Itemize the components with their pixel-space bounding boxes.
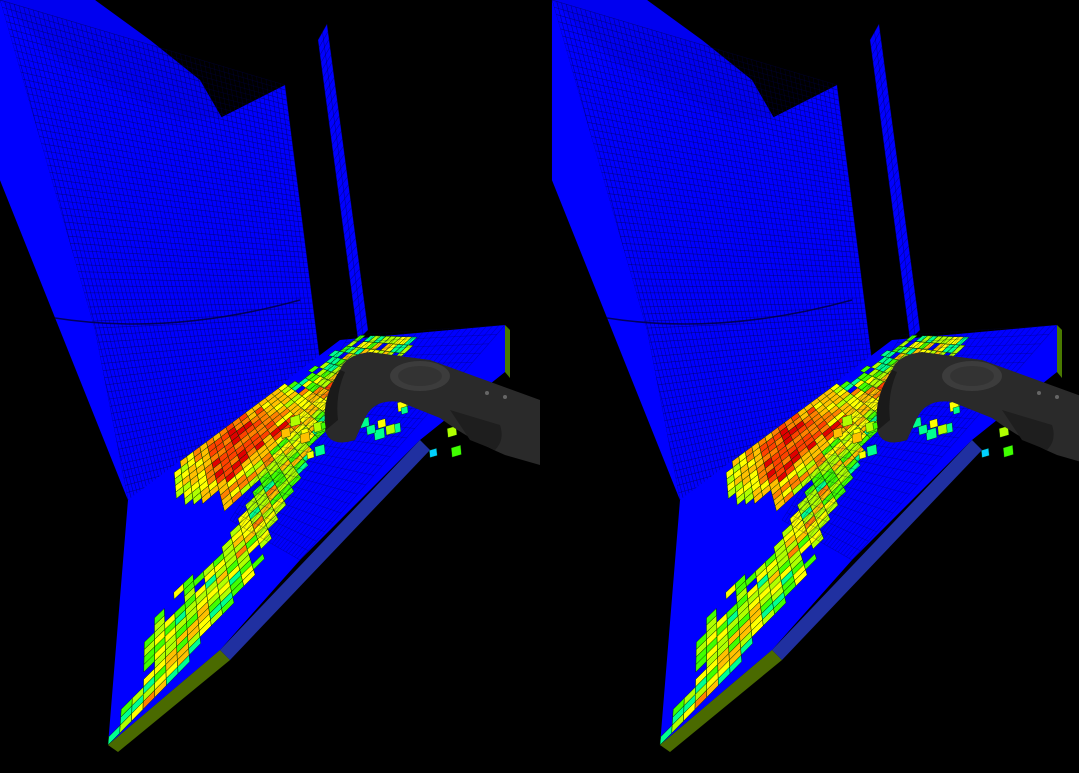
vr-controller[interactable] — [324, 352, 540, 465]
grip-button-icon[interactable] — [1002, 410, 1054, 450]
menu-button-icon[interactable] — [1037, 391, 1041, 395]
vr-controller[interactable] — [876, 352, 1079, 465]
right-eye-view[interactable] — [540, 0, 1079, 773]
right-eye-render — [551, 0, 1079, 752]
menu-button-icon[interactable] — [485, 391, 489, 395]
stress-field-cells — [107, 335, 418, 746]
grip-button-icon[interactable] — [450, 410, 502, 450]
vertical-fin — [318, 24, 368, 340]
left-eye-view[interactable] — [0, 0, 540, 773]
trigger-icon[interactable] — [324, 370, 345, 430]
left-eye-render — [0, 0, 540, 752]
trigger-icon[interactable] — [876, 370, 897, 430]
vertical-fin — [870, 24, 920, 340]
floor-plate — [660, 325, 1057, 745]
floor-plate — [108, 325, 505, 745]
